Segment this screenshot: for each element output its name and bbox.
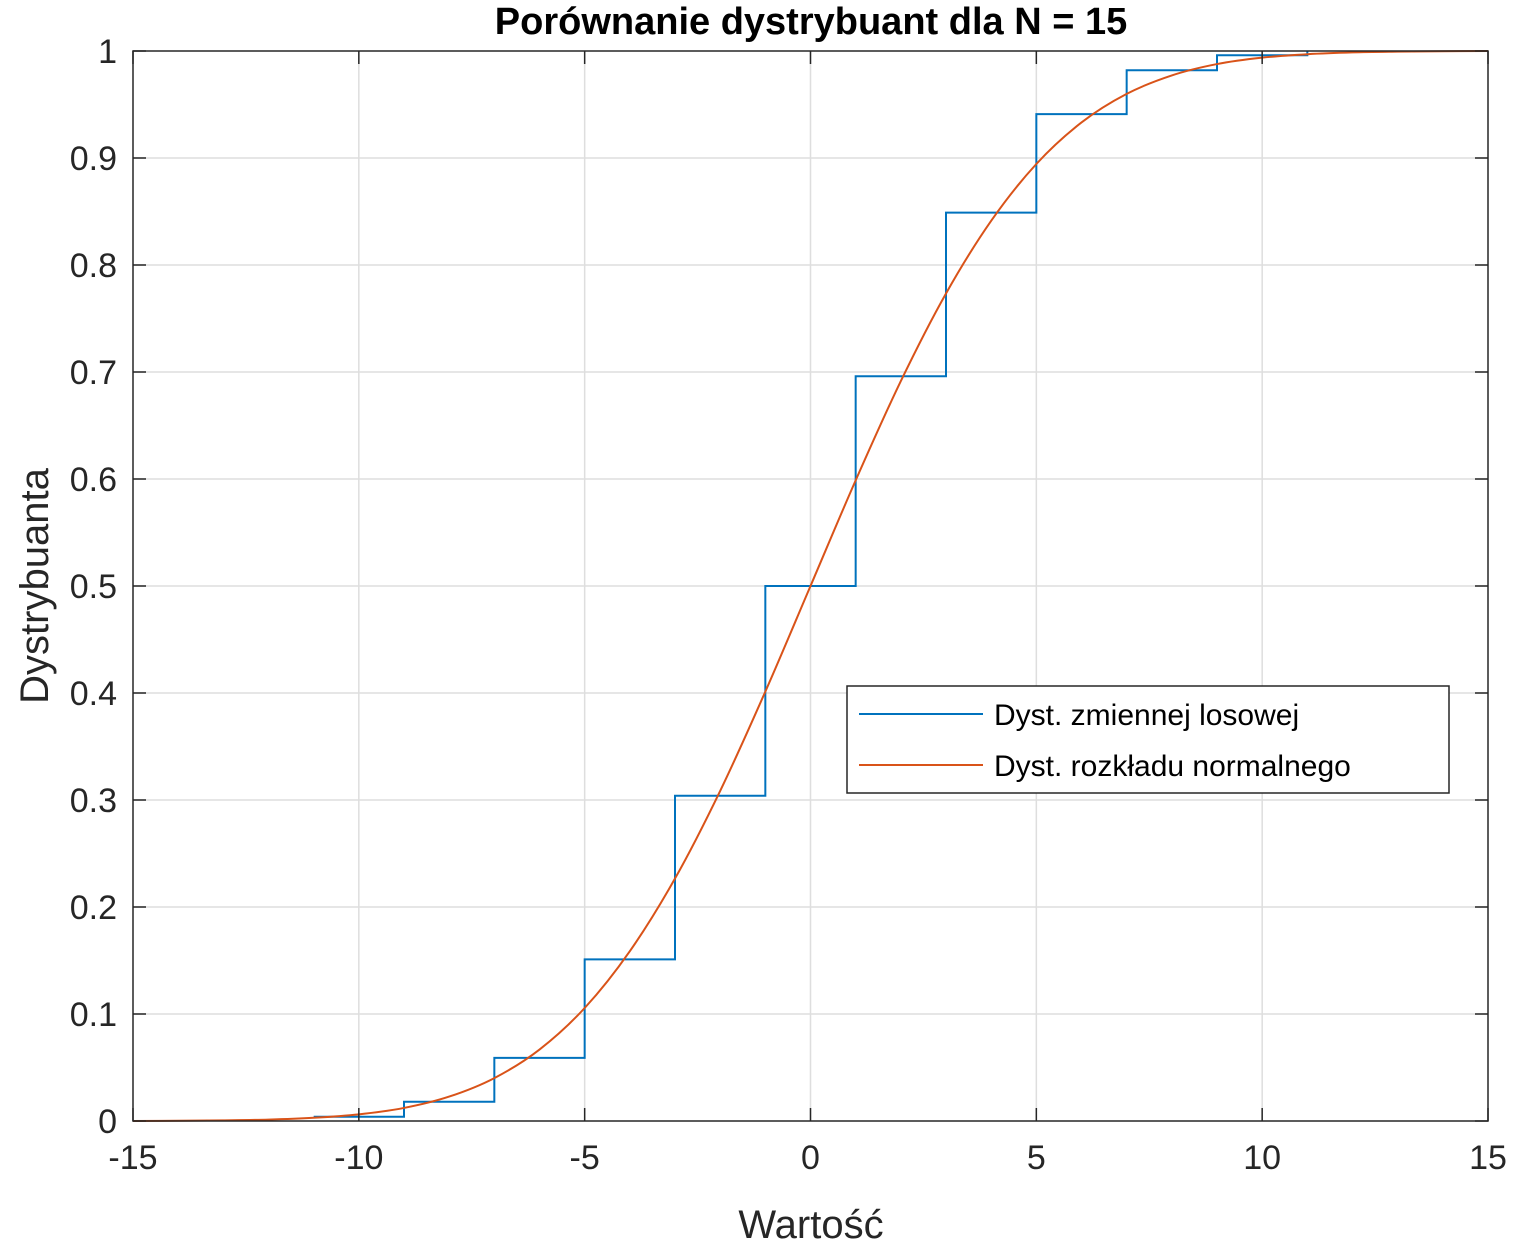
y-tick-label: 0.6	[70, 461, 117, 499]
y-tick-label: 0.2	[70, 889, 117, 927]
y-axis-label: Dystrybuanta	[13, 467, 57, 703]
x-tick-label: -5	[570, 1139, 600, 1177]
y-tick-label: 0.8	[70, 247, 117, 285]
x-axis-label: Wartość	[738, 1203, 883, 1244]
y-tick-label: 0.9	[70, 140, 117, 178]
y-tick-label: 0.5	[70, 568, 117, 606]
legend-label-normal: Dyst. rozkładu normalnego	[994, 750, 1351, 783]
series-layer	[132, 50, 1489, 1122]
series-line-0	[313, 51, 1309, 1118]
y-tick-label: 0.1	[70, 996, 117, 1034]
x-tick-label: 10	[1243, 1139, 1281, 1177]
x-tick-label: 0	[801, 1139, 820, 1177]
x-tick-label: 5	[1027, 1139, 1046, 1177]
x-tick-label: 15	[1469, 1139, 1507, 1177]
y-tick-label: 0.3	[70, 782, 117, 820]
legend: Dyst. zmiennej losowej Dyst. rozkładu no…	[846, 685, 1450, 794]
x-tick-label: -15	[108, 1139, 157, 1177]
y-tick-label: 0.7	[70, 354, 117, 392]
y-tick-label: 1	[98, 33, 117, 71]
ticks	[132, 50, 1489, 1122]
series-line-1	[132, 50, 1489, 1122]
y-tick-labels: 0 0.1 0.2 0.3 0.4 0.5 0.6 0.7 0.8 0.9 1	[70, 33, 117, 1141]
legend-box	[846, 685, 1450, 794]
legend-label-empirical: Dyst. zmiennej losowej	[994, 699, 1299, 732]
x-tick-labels: -15 -10 -5 0 5 10 15	[108, 1139, 1506, 1177]
chart-title: Porównanie dystrybuant dla N = 15	[495, 1, 1127, 43]
grid	[133, 51, 1488, 1121]
y-tick-label: 0.4	[70, 675, 117, 713]
x-tick-label: -10	[334, 1139, 383, 1177]
y-tick-label: 0	[98, 1103, 117, 1141]
